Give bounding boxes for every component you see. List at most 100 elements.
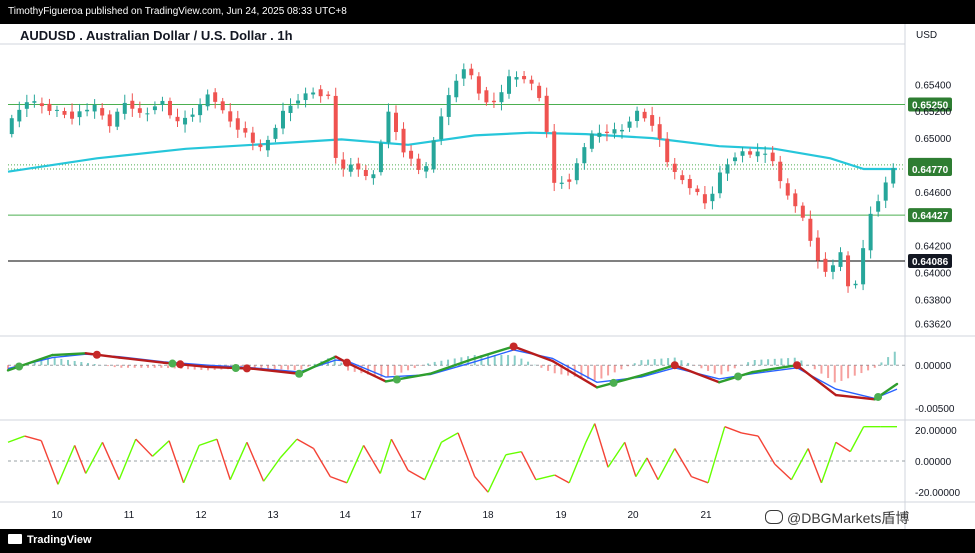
- oscillator-segment: [624, 442, 637, 477]
- oscillator-segment: [151, 440, 170, 457]
- macd-line-segment: [834, 393, 876, 401]
- macd-tick-label: 0.00000: [915, 361, 952, 372]
- candle: [92, 104, 97, 112]
- candle: [122, 102, 127, 114]
- candle: [755, 151, 760, 157]
- watermark-text: @DBGMarkets盾博: [787, 510, 910, 526]
- candle: [665, 138, 670, 163]
- candle: [620, 129, 625, 132]
- oscillator-segment: [674, 448, 693, 477]
- moving-average-line: [7, 131, 897, 173]
- x-tick-label: 19: [555, 510, 567, 521]
- oscillator-segment: [457, 432, 476, 477]
- candle: [823, 258, 828, 272]
- x-tick-label: 18: [482, 510, 494, 521]
- candle: [748, 151, 753, 155]
- candle: [228, 111, 233, 122]
- level-label: 0.64086: [912, 257, 949, 268]
- candle: [702, 194, 707, 204]
- oscillator-segment: [424, 441, 443, 481]
- candle: [265, 139, 270, 151]
- candle: [273, 127, 278, 139]
- candle: [717, 172, 722, 194]
- candle: [326, 94, 331, 96]
- candle: [853, 283, 858, 286]
- oscillator-segment: [74, 445, 87, 474]
- candle: [491, 100, 496, 103]
- currency-label[interactable]: USD: [916, 30, 938, 41]
- candle: [85, 109, 90, 112]
- candle: [454, 80, 459, 98]
- oscillator-segment: [279, 438, 298, 459]
- candle: [115, 111, 120, 127]
- oscillator-segment: [85, 441, 104, 474]
- macd-cross-dot: [509, 342, 518, 351]
- candle: [883, 182, 888, 201]
- candle: [514, 77, 519, 80]
- candle: [725, 164, 730, 174]
- candle: [175, 116, 180, 122]
- oscillator-tick-label: 20.00000: [915, 426, 957, 437]
- macd-cross-dot: [176, 360, 185, 369]
- x-tick-label: 20: [627, 510, 639, 521]
- price-tick-label: 0.63620: [915, 320, 952, 331]
- candle: [220, 101, 225, 111]
- candle: [47, 103, 52, 111]
- candle: [62, 110, 67, 115]
- candle: [507, 76, 512, 94]
- macd-line-segment: [251, 367, 301, 375]
- candle: [574, 163, 579, 181]
- candle: [695, 188, 700, 193]
- oscillator-segment: [24, 435, 42, 442]
- candle: [763, 153, 768, 155]
- candle: [167, 100, 172, 116]
- candle: [333, 95, 338, 158]
- oscillator-segment: [835, 441, 851, 453]
- macd-cross-dot: [242, 364, 251, 373]
- candle: [642, 111, 647, 119]
- candle: [793, 193, 798, 207]
- macd-tick-label: -0.00500: [915, 404, 955, 415]
- oscillator-segment: [57, 445, 76, 485]
- candle: [830, 265, 835, 272]
- oscillator-segment: [312, 448, 331, 477]
- oscillator-segment: [407, 469, 426, 481]
- candle: [235, 118, 240, 130]
- candle: [815, 237, 820, 261]
- candle: [205, 94, 210, 107]
- tradingview-logo[interactable]: TradingView: [8, 534, 92, 546]
- macd-line-segment: [473, 345, 515, 360]
- header-bar: TimothyFigueroa published on TradingView…: [0, 0, 975, 24]
- oscillator-segment: [362, 445, 381, 474]
- candle: [303, 93, 308, 101]
- candle: [657, 124, 662, 139]
- oscillator-segment: [168, 440, 185, 484]
- candle: [499, 92, 504, 103]
- macd-cross-dot: [231, 364, 240, 372]
- oscillator-segment: [505, 450, 522, 456]
- oscillator-segment: [296, 438, 314, 450]
- candle: [348, 164, 353, 172]
- level-badge: [908, 253, 952, 268]
- level-badge: [908, 162, 952, 177]
- oscillator-segment: [790, 448, 809, 481]
- tradingview-logo-icon: [8, 534, 22, 544]
- oscillator-segment: [774, 463, 792, 481]
- macd-cross-dot: [168, 359, 177, 368]
- candle: [32, 101, 37, 103]
- macd-line-segment: [751, 364, 799, 374]
- candle: [446, 95, 451, 117]
- candle: [672, 163, 677, 172]
- candle: [838, 252, 843, 267]
- candle: [589, 133, 594, 149]
- watermark: @DBGMarkets盾博: [765, 508, 909, 528]
- oscillator-segment: [182, 445, 200, 484]
- level-label: 0.64770: [912, 165, 949, 176]
- candle: [846, 255, 851, 287]
- oscillator-segment: [330, 475, 348, 484]
- candle: [190, 114, 195, 117]
- candle: [393, 112, 398, 133]
- candle: [800, 205, 805, 218]
- level-label: 0.64427: [912, 211, 949, 222]
